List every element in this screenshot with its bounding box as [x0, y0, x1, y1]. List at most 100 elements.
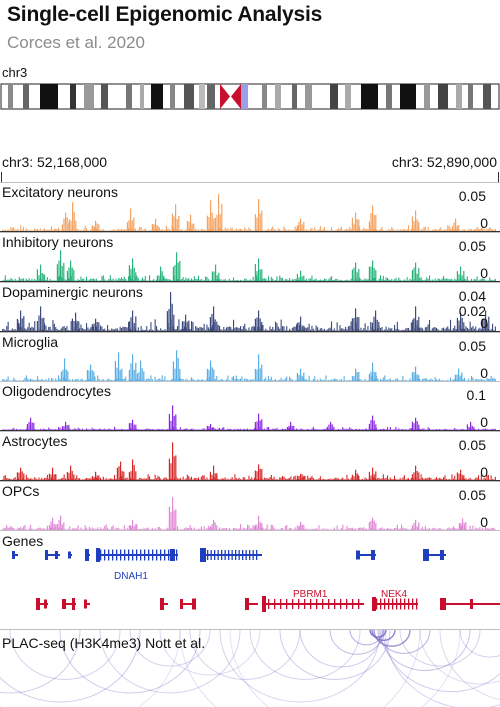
signal-bar — [262, 278, 264, 281]
signal-peak — [50, 474, 52, 480]
signal-plot — [0, 292, 500, 332]
signal-bar — [270, 277, 272, 281]
signal-peak — [358, 317, 360, 331]
signal-bar — [221, 427, 223, 430]
signal-bar — [279, 529, 281, 530]
signal-bar — [445, 478, 447, 480]
signal-peak — [63, 262, 65, 281]
signal-bar — [79, 529, 81, 530]
signal-bar — [235, 280, 237, 281]
signal-bar — [385, 429, 387, 430]
signal-bar — [170, 380, 172, 381]
signal-bar — [472, 525, 474, 530]
signal-bar — [429, 379, 431, 381]
signal-bar — [336, 278, 338, 281]
signal-bar — [420, 327, 422, 331]
signal-bar — [98, 379, 100, 381]
signal-bar — [4, 527, 6, 530]
signal-peak — [411, 372, 413, 381]
signal-track[interactable]: Microglia 0.05 0 — [0, 332, 500, 382]
signal-bar — [105, 230, 107, 231]
gene-label-nek4[interactable]: NEK4 — [381, 589, 408, 600]
signal-bar — [408, 529, 410, 530]
signal-bar — [157, 527, 159, 530]
signal-bar — [437, 478, 439, 480]
signal-bar — [67, 478, 69, 480]
signal-bar — [312, 379, 314, 381]
signal-bar — [13, 329, 15, 331]
signal-bar — [196, 429, 198, 430]
signal-bar — [118, 429, 120, 430]
genes-track[interactable]: Genes DNAH1 PBRM1 NEK4 — [0, 530, 500, 629]
signal-bar — [443, 276, 445, 281]
signal-bar — [62, 326, 64, 331]
signal-bar — [112, 380, 114, 381]
signal-bar — [116, 528, 118, 530]
signal-peak — [300, 473, 302, 480]
signal-peak — [468, 426, 470, 430]
signal-peak — [358, 219, 360, 231]
signal-peak — [61, 524, 63, 530]
signal-peak — [143, 371, 145, 381]
signal-bar — [35, 280, 37, 281]
signal-bar — [153, 279, 155, 281]
signal-bar — [361, 429, 363, 430]
signal-bar — [426, 326, 428, 331]
signal-peak — [128, 220, 130, 231]
signal-bar — [104, 428, 106, 430]
signal-bar — [287, 280, 289, 281]
signal-bar — [77, 229, 79, 231]
signal-bar — [311, 380, 313, 381]
plac-seq-track[interactable]: PLAC-seq (H3K4me3) Nott et al. — [0, 629, 500, 707]
gene-model — [180, 598, 196, 610]
signal-bar — [200, 279, 202, 281]
signal-bar — [392, 429, 394, 430]
signal-bar — [352, 429, 354, 430]
signal-bar — [100, 527, 102, 530]
gene-label-pbrm1[interactable]: PBRM1 — [293, 589, 328, 600]
signal-bar — [363, 279, 365, 281]
gene-label-dnah1[interactable]: DNAH1 — [114, 571, 148, 582]
signal-bar — [193, 429, 195, 430]
signal-peak — [78, 321, 80, 331]
signal-bar — [422, 378, 424, 381]
signal-bar — [247, 479, 249, 480]
signal-track[interactable]: OPCs 0.05 0 — [0, 481, 500, 531]
signal-bar — [55, 280, 57, 281]
signal-bar — [381, 478, 383, 480]
signal-peak — [214, 473, 216, 480]
signal-track[interactable]: Astrocytes 0.05 0 — [0, 431, 500, 481]
signal-bar — [196, 327, 198, 331]
signal-bar — [434, 478, 436, 480]
signal-bar — [361, 478, 363, 480]
signal-bar — [380, 328, 382, 331]
signal-bar — [231, 329, 233, 331]
signal-bar — [123, 326, 125, 331]
signal-bar — [476, 226, 478, 231]
signal-bar — [205, 380, 207, 381]
signal-bar — [209, 280, 211, 281]
signal-bar — [454, 428, 456, 430]
signal-bar — [347, 429, 349, 430]
signal-bar — [471, 529, 473, 530]
chromosome-ideogram[interactable] — [0, 83, 500, 110]
signal-track[interactable]: Dopaminergic neurons 0.04 0.02 0 — [0, 282, 500, 332]
signal-bar — [177, 429, 179, 430]
signal-peak — [170, 463, 172, 480]
signal-bar — [223, 230, 225, 231]
signal-bar — [269, 280, 271, 281]
signal-bar — [10, 277, 12, 281]
signal-bar — [336, 229, 338, 231]
signal-bar — [419, 378, 421, 381]
signal-bar — [468, 378, 470, 381]
signal-track[interactable]: Oligodendrocytes 0.1 0 — [0, 381, 500, 431]
signal-track[interactable]: Inhibitory neurons 0.05 0 — [0, 232, 500, 282]
signal-bar — [343, 229, 345, 231]
signal-bar — [429, 428, 431, 430]
signal-peak — [411, 270, 413, 281]
signal-track[interactable]: Excitatory neurons 0.05 0 — [0, 182, 500, 232]
signal-bar — [315, 325, 317, 331]
signal-bar — [146, 428, 148, 430]
signal-bar — [357, 429, 359, 430]
signal-peak — [298, 526, 300, 530]
